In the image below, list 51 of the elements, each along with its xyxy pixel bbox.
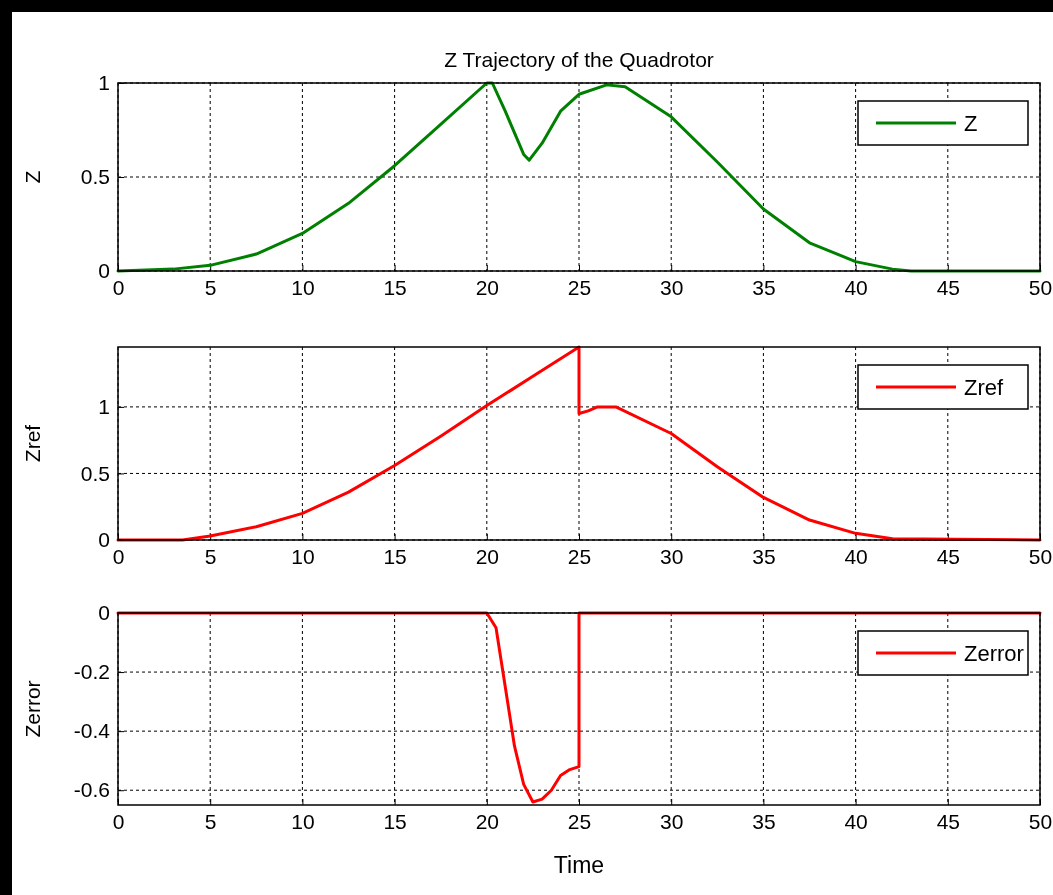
x-tick-label: 25	[567, 544, 592, 568]
x-tick-label: 35	[752, 275, 776, 299]
x-tick-label: 40	[844, 544, 868, 568]
y-tick-label: -0.4	[73, 719, 111, 743]
y-tick-label: 1	[98, 71, 110, 95]
line-series	[116, 345, 1042, 542]
x-tick-label: 40	[844, 809, 868, 833]
y-tick-label: 0	[98, 528, 110, 552]
y-tick-label: 0.5	[80, 165, 110, 189]
legend-label: Zref	[964, 375, 1004, 400]
y-axis-title: Zerror	[21, 680, 44, 738]
x-tick-label: 25	[567, 275, 592, 299]
x-tick-label: 10	[291, 275, 315, 299]
x-tick-label: 45	[936, 809, 960, 833]
x-tick-label: 10	[291, 809, 315, 833]
x-tick-label: 5	[204, 544, 217, 568]
x-tick-label: 20	[475, 275, 499, 299]
x-tick-label: 35	[752, 809, 776, 833]
x-axis-title: Time	[553, 852, 605, 878]
y-tick-label: 0	[98, 259, 110, 283]
x-tick-label: 30	[660, 809, 684, 833]
x-tick-label: 30	[660, 544, 684, 568]
x-tick-label: 15	[383, 275, 407, 299]
x-tick-label: 40	[844, 275, 868, 299]
y-tick-label: 1	[98, 395, 110, 419]
line-series	[116, 611, 1042, 804]
x-tick-label: 50	[1028, 809, 1053, 833]
x-tick-label: 50	[1028, 544, 1053, 568]
y-tick-label: -0.2	[73, 660, 110, 684]
x-tick-label: 35	[752, 544, 776, 568]
legend-label: Z	[964, 111, 978, 136]
x-tick-label: 25	[567, 809, 592, 833]
x-tick-label: 50	[1028, 275, 1053, 299]
legend-label: Zerror	[964, 641, 1024, 666]
x-tick-label: 45	[936, 275, 960, 299]
x-tick-label: 10	[291, 544, 315, 568]
chart-title: Z Trajectory of the Quadrotor	[444, 48, 714, 71]
y-tick-label: 0.5	[80, 461, 110, 485]
x-tick-label: 15	[383, 809, 407, 833]
line-series	[116, 81, 1042, 273]
y-axis-title: Zref	[21, 424, 44, 463]
x-tick-label: 20	[475, 809, 499, 833]
y-tick-label: -0.6	[73, 778, 110, 802]
x-tick-label: 5	[204, 275, 217, 299]
x-tick-label: 20	[475, 544, 499, 568]
x-tick-label: 5	[204, 809, 217, 833]
y-axis-title: Z	[21, 170, 44, 184]
x-tick-label: 45	[936, 544, 960, 568]
x-tick-label: 15	[383, 544, 407, 568]
x-tick-label: 30	[660, 275, 684, 299]
y-tick-label: 0	[98, 601, 110, 625]
